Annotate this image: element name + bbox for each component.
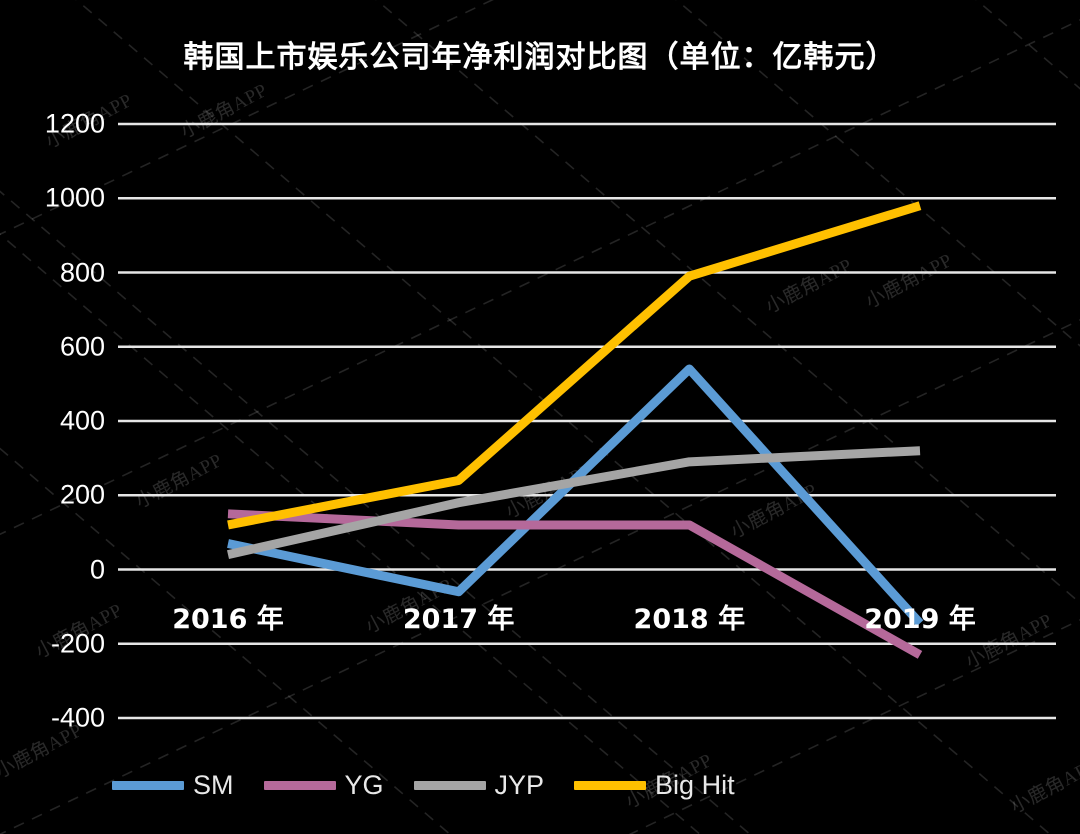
y-axis-tick-label: 800 xyxy=(59,257,105,287)
legend-swatch-yg xyxy=(263,781,336,790)
legend-label: YG xyxy=(344,770,384,800)
y-axis-tick-label: 1200 xyxy=(44,108,105,139)
legend-label: SM xyxy=(193,770,234,800)
series-line-big-hit xyxy=(227,201,922,530)
y-axis-tick-label: 600 xyxy=(59,331,105,362)
legend-swatch-big-hit xyxy=(574,781,647,790)
legend-swatch-sm xyxy=(112,781,184,790)
y-axis-tick-label: 0 xyxy=(89,554,105,584)
series-line-jyp xyxy=(227,446,921,560)
chart-title: 韩国上市娱乐公司年净利润对比图（单位：亿韩元） xyxy=(183,40,897,75)
y-axis-tick-label: 1000 xyxy=(44,182,105,213)
y-axis-tick-label: 400 xyxy=(59,405,105,436)
chart-legend: SM YG JYP Big Hit xyxy=(112,772,735,799)
series-line-yg xyxy=(227,509,923,659)
y-axis-tick-label: -200 xyxy=(50,628,105,659)
x-axis-tick-label: 2019 年 xyxy=(864,604,976,635)
legend-item-big-hit[interactable]: Big Hit xyxy=(574,772,735,799)
x-axis-tick-label: 2018 年 xyxy=(633,604,746,635)
y-axis-tick-label: 200 xyxy=(59,479,105,510)
legend-swatch-jyp xyxy=(413,781,486,790)
y-axis-tick-label: -400 xyxy=(50,702,105,733)
legend-label: Big Hit xyxy=(655,770,735,800)
legend-item-jyp[interactable]: JYP xyxy=(413,770,545,800)
x-axis-tick-label: 2017 年 xyxy=(402,604,515,635)
legend-item-yg[interactable]: YG xyxy=(263,770,384,800)
y-axis-labels: 1200 1000 800 600 400 200 0 -200 -400 xyxy=(0,0,105,834)
legend-item-sm[interactable]: SM xyxy=(112,772,234,799)
x-axis-tick-label: 2016 年 xyxy=(172,604,284,635)
legend-label: JYP xyxy=(494,770,545,800)
